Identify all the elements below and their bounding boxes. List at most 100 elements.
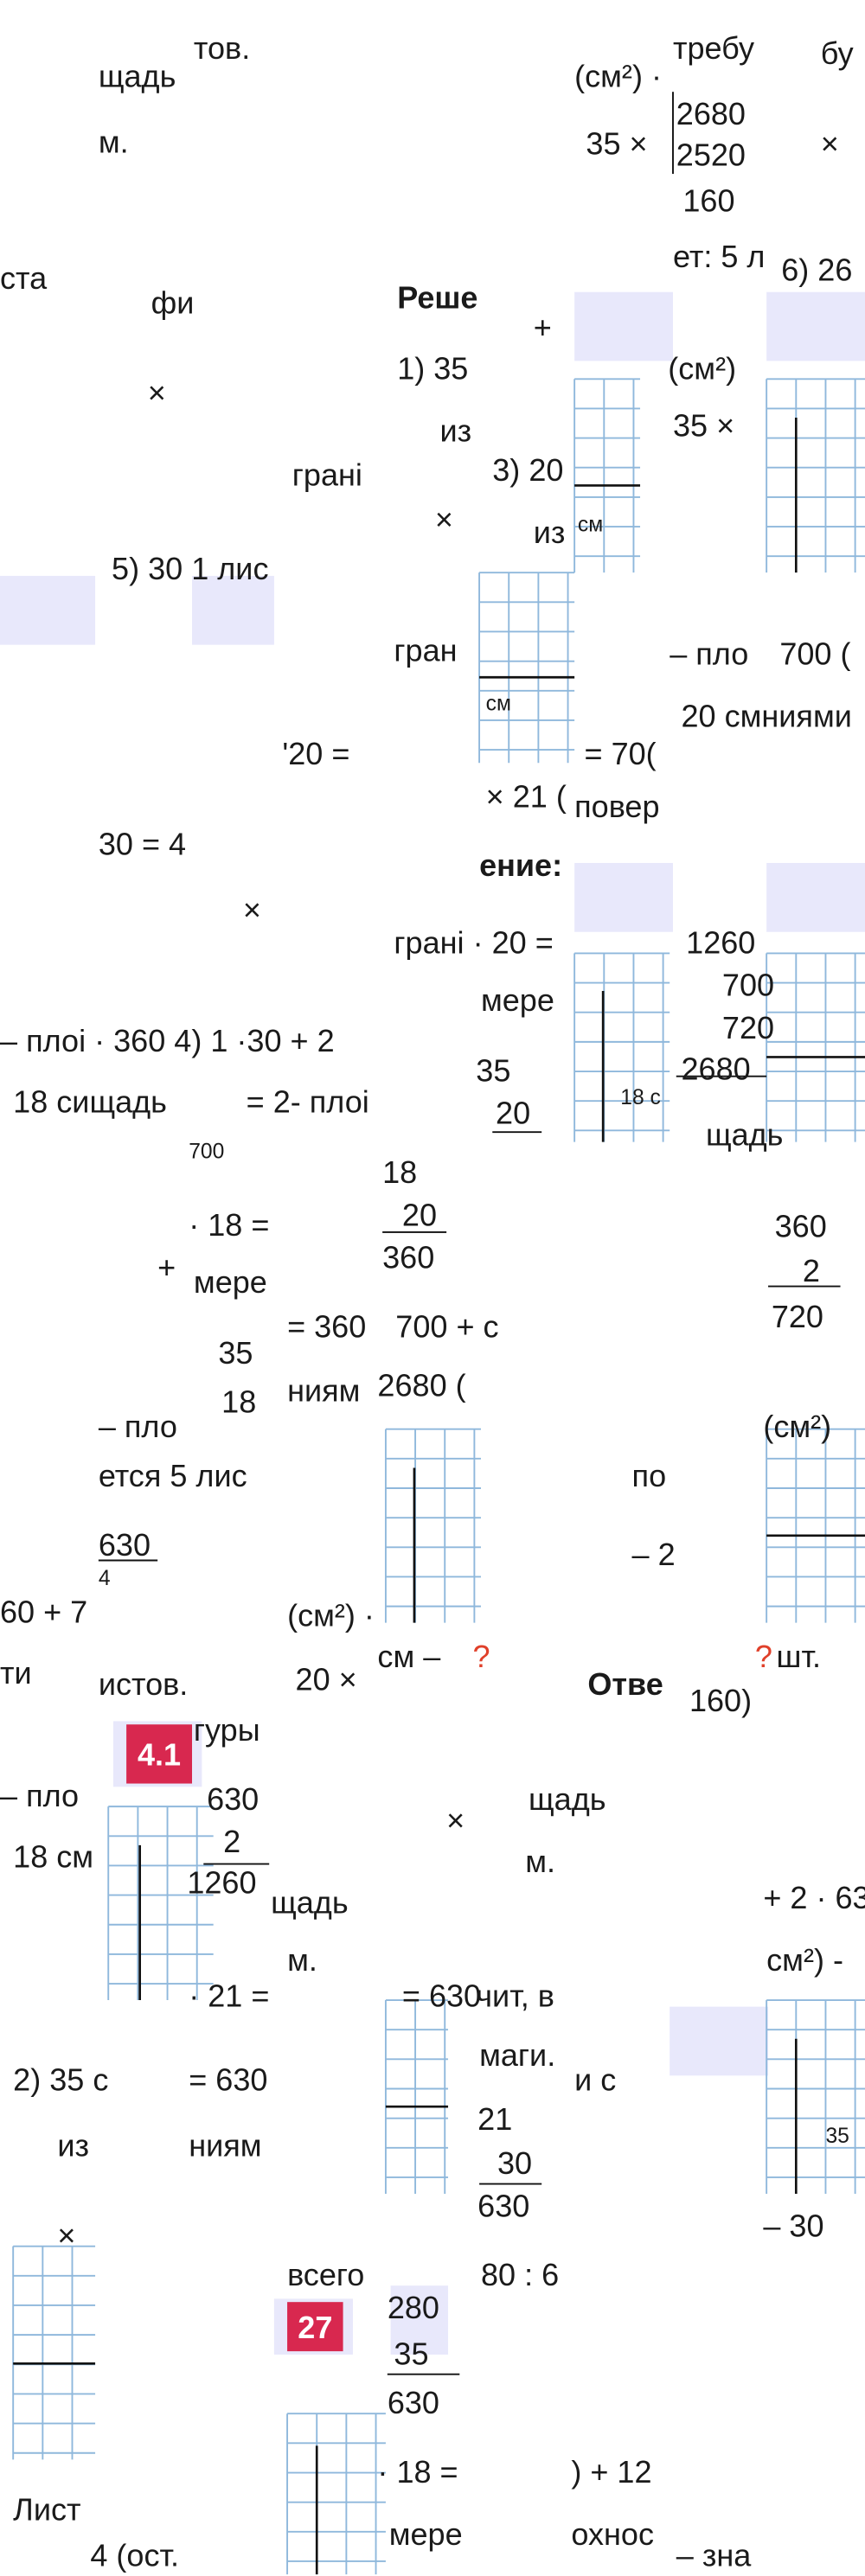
text-fragment: требу: [673, 30, 754, 66]
text-fragment: 2520: [676, 137, 746, 173]
text-fragment: 700 (: [779, 636, 850, 671]
text-fragment: ет: 5 л: [673, 239, 766, 274]
badge: [126, 1724, 193, 1784]
text-fragment: 6) 26: [781, 252, 852, 287]
text-fragment: 18 сищадь: [13, 1083, 167, 1119]
text-fragment: ) + 12: [571, 2454, 651, 2490]
text-fragment: 18: [221, 1384, 256, 1420]
grid-patch: [12, 2245, 96, 2460]
text-fragment: 80 : 6: [481, 2257, 559, 2292]
text-fragment: 1) 35: [397, 350, 468, 386]
text-fragment: см²) -: [766, 1942, 843, 1978]
text-fragment: 5) 30 1 лис: [112, 551, 268, 586]
text-fragment: 630: [477, 2189, 529, 2224]
text-fragment: грані · 20 =: [394, 924, 553, 960]
text-fragment: = 70(: [585, 736, 657, 771]
text-fragment: × 21 (: [486, 779, 567, 815]
text-fragment: 720: [772, 1299, 823, 1334]
text-fragment: · 18 =: [377, 2454, 458, 2490]
grid-patch: [286, 2413, 386, 2575]
highlight-box: [574, 291, 673, 361]
text-fragment: 700: [722, 968, 774, 1003]
text-fragment: 4: [99, 1567, 111, 1590]
text-fragment: истов.: [99, 1666, 188, 1702]
text-fragment: – пло: [670, 636, 748, 671]
grid-patch: [766, 952, 865, 1142]
text-fragment: шт.: [777, 1639, 821, 1674]
text-fragment: ×: [148, 375, 166, 411]
text-fragment: 700 + с: [395, 1308, 498, 1344]
text-fragment: мере: [194, 1264, 267, 1300]
text-fragment: из: [57, 2127, 89, 2163]
text-fragment: – пло: [0, 1778, 79, 1813]
grid-patch: [384, 1999, 449, 2194]
text-fragment: см: [486, 693, 511, 716]
text-fragment: – пло: [99, 1409, 177, 1444]
text-fragment: Реше: [397, 280, 477, 316]
text-fragment: охнос: [571, 2516, 654, 2552]
grid-patch: [573, 378, 641, 573]
text-fragment: 4 (ост.: [90, 2538, 179, 2573]
text-fragment: мере: [389, 2516, 463, 2552]
text-fragment: 280: [388, 2290, 439, 2325]
text-fragment: 160: [682, 183, 734, 219]
grid-patch: [766, 1999, 865, 2194]
text-fragment: 35: [476, 1052, 510, 1088]
text-fragment: ?: [472, 1639, 490, 1674]
text-fragment: 630: [99, 1527, 151, 1563]
highlight-box: [0, 575, 96, 645]
text-fragment: – зна: [676, 2538, 752, 2573]
text-fragment: 18: [382, 1154, 417, 1190]
text-fragment: (см²): [763, 1409, 831, 1444]
text-fragment: 630: [388, 2385, 439, 2420]
text-fragment: + 2 · 63: [763, 1880, 865, 1915]
text-fragment: (см²) ·: [574, 59, 662, 94]
highlight-box: [670, 2006, 769, 2076]
badge: [287, 2302, 343, 2352]
text-fragment: = 630: [189, 2061, 267, 2097]
text-fragment: 630: [207, 1781, 259, 1817]
text-fragment: +: [534, 310, 552, 345]
text-fragment: тов.: [194, 30, 250, 66]
text-fragment: из: [440, 412, 472, 448]
text-fragment: по: [632, 1458, 667, 1493]
badge-label: 4.1: [138, 1737, 181, 1773]
text-fragment: = 630: [402, 1978, 481, 2014]
text-fragment: 2) 35 с: [13, 2061, 108, 2097]
text-fragment: 35: [825, 2125, 849, 2148]
text-fragment: ниям: [287, 1372, 360, 1408]
text-fragment: 20 смниями: [681, 699, 851, 734]
text-fragment: м.: [525, 1844, 555, 1879]
text-fragment: мере: [481, 982, 554, 1018]
text-fragment: ?: [755, 1639, 772, 1674]
text-fragment: = 360: [287, 1308, 366, 1344]
text-fragment: 3) 20: [492, 452, 563, 488]
text-fragment: 18 см: [13, 1838, 93, 1874]
text-fragment: · 18 =: [189, 1207, 269, 1243]
text-fragment: щадь: [529, 1781, 606, 1817]
text-fragment: – 2: [632, 1537, 676, 1572]
text-fragment: повер: [574, 789, 659, 824]
text-fragment: грані: [292, 457, 362, 493]
text-fragment: (см²) ·: [287, 1597, 375, 1633]
text-fragment: ти: [0, 1655, 32, 1691]
text-fragment: · 21 =: [189, 1978, 269, 2014]
text-fragment: 30: [497, 2145, 532, 2181]
text-fragment: ниям: [189, 2127, 261, 2163]
text-fragment: 720: [722, 1010, 774, 1045]
text-fragment: щадь: [271, 1884, 349, 1920]
highlight-box: [390, 2285, 449, 2355]
text-fragment: 20 ×: [296, 1661, 357, 1697]
text-fragment: см –: [377, 1639, 441, 1674]
text-fragment: ение:: [479, 847, 562, 883]
text-fragment: 2680 (: [377, 1368, 465, 1403]
text-fragment: 21: [477, 2101, 512, 2137]
text-fragment: чит, в: [476, 1978, 554, 2014]
text-fragment: маги.: [479, 2037, 555, 2073]
text-fragment: ×: [446, 1803, 465, 1838]
text-fragment: 1260: [187, 1865, 256, 1901]
text-fragment: Лист: [13, 2492, 80, 2528]
text-fragment: 360: [775, 1209, 827, 1244]
text-fragment: 2680: [676, 96, 746, 131]
